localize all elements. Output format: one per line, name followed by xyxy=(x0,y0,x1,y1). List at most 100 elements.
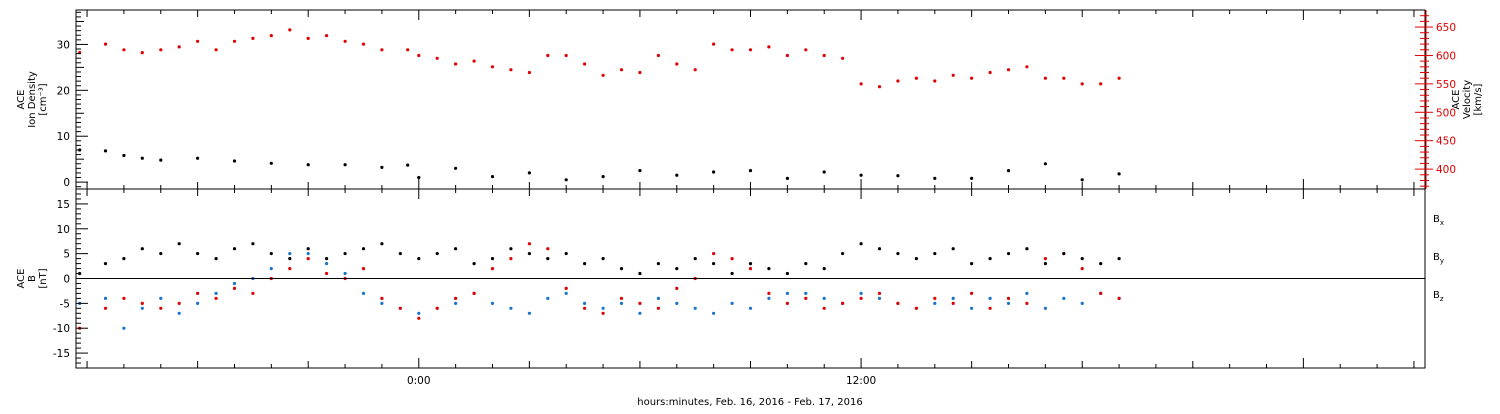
bz-point xyxy=(472,291,476,295)
density-tick-label: 20 xyxy=(57,85,70,97)
by-point xyxy=(380,301,384,305)
bx-point xyxy=(1099,262,1103,266)
velocity-point xyxy=(196,39,200,43)
velocity-tick-label: 450 xyxy=(1436,136,1456,148)
by-point xyxy=(1025,291,1029,295)
bx-point xyxy=(841,252,845,256)
bz-point xyxy=(361,267,366,271)
ion-density-point xyxy=(1080,178,1084,182)
velocity-point xyxy=(583,62,587,66)
velocity-axis-title-line: Velocity xyxy=(1462,80,1473,119)
ion-density-point xyxy=(232,159,237,163)
by-point xyxy=(601,306,605,310)
velocity-point xyxy=(509,68,513,72)
bz-point xyxy=(232,286,237,290)
bx-point xyxy=(988,257,992,261)
b-tick-label: 10 xyxy=(57,224,70,236)
by-point xyxy=(361,291,366,295)
bx-point xyxy=(251,242,255,246)
velocity-point xyxy=(619,68,624,72)
by-point xyxy=(933,301,937,305)
velocity-point xyxy=(251,36,255,41)
b-axis-title-line: [nT] xyxy=(38,268,49,288)
bz-point xyxy=(546,247,550,251)
by-point xyxy=(140,306,144,310)
bx-point xyxy=(509,247,513,251)
bx-point xyxy=(472,262,476,266)
velocity-point xyxy=(951,73,955,77)
x-axis-title: hours:minutes, Feb. 16, 2016 - Feb. 17, … xyxy=(637,397,862,408)
density-axis-title: ACE Ion Density [cm⁻³] xyxy=(16,71,49,128)
velocity-point xyxy=(675,62,679,66)
bz-point xyxy=(196,291,200,295)
velocity-tick-label: 600 xyxy=(1436,50,1456,62)
velocity-point xyxy=(159,48,163,52)
bx-point xyxy=(1025,247,1029,251)
bz-point xyxy=(767,291,771,295)
ion-density-point xyxy=(712,170,716,174)
bz-point xyxy=(454,296,458,300)
bx-point xyxy=(933,252,937,256)
bz-point xyxy=(896,301,900,305)
velocity-point xyxy=(988,70,992,75)
velocity-point xyxy=(822,53,826,58)
legend-bx: Bx xyxy=(1433,214,1444,227)
bx-point xyxy=(896,252,900,256)
bx-point xyxy=(748,262,753,266)
bx-point xyxy=(638,271,642,276)
velocity-series xyxy=(78,28,1121,89)
velocity-tick-label: 650 xyxy=(1436,22,1456,34)
bz-point xyxy=(877,291,882,295)
bx-series xyxy=(78,242,1121,276)
velocity-tick-label: 500 xyxy=(1436,107,1456,119)
by-point xyxy=(232,281,237,286)
velocity-point xyxy=(472,59,476,63)
bx-point xyxy=(564,252,568,256)
bx-point xyxy=(103,262,108,266)
ion-density-point xyxy=(638,169,642,173)
bx-point xyxy=(177,242,181,246)
velocity-point xyxy=(214,48,218,52)
b-tick-label: -10 xyxy=(53,323,70,335)
ion-density-series xyxy=(78,148,1121,182)
bx-point xyxy=(288,257,292,261)
velocity-point xyxy=(564,53,568,58)
bz-point xyxy=(822,306,826,310)
bz-point xyxy=(601,311,605,315)
ion-density-point xyxy=(896,174,900,178)
by-point xyxy=(564,291,568,295)
by-point xyxy=(804,291,808,295)
bx-point xyxy=(546,257,550,261)
velocity-point xyxy=(417,53,421,58)
by-point xyxy=(675,301,679,305)
b-tick-label: -15 xyxy=(53,348,70,360)
velocity-point xyxy=(1099,82,1103,86)
ion-density-point xyxy=(675,173,679,177)
bz-point xyxy=(214,296,218,300)
by-point xyxy=(1043,306,1047,310)
ion-density-point xyxy=(140,156,144,160)
density-tick-label: 30 xyxy=(57,39,70,51)
bx-point xyxy=(435,252,439,256)
velocity-point xyxy=(933,79,937,83)
legend-by: By xyxy=(1433,252,1444,265)
bx-point xyxy=(398,252,402,256)
ion-density-point xyxy=(527,171,532,175)
bz-point xyxy=(177,301,181,305)
bx-point xyxy=(583,262,587,266)
bz-point xyxy=(988,306,992,310)
ion-density-point xyxy=(490,175,495,179)
by-point xyxy=(196,301,200,305)
bx-point xyxy=(140,247,144,251)
density-axis-title-line: Ion Density xyxy=(27,71,38,128)
bz-point xyxy=(159,306,163,310)
by-point xyxy=(343,271,347,276)
bx-point xyxy=(325,257,329,261)
by-point xyxy=(822,296,826,300)
velocity-axis-title-line: ACE xyxy=(1451,90,1462,110)
by-point xyxy=(859,291,863,295)
ion-density-point xyxy=(970,176,974,180)
ion-density-point xyxy=(822,170,826,174)
